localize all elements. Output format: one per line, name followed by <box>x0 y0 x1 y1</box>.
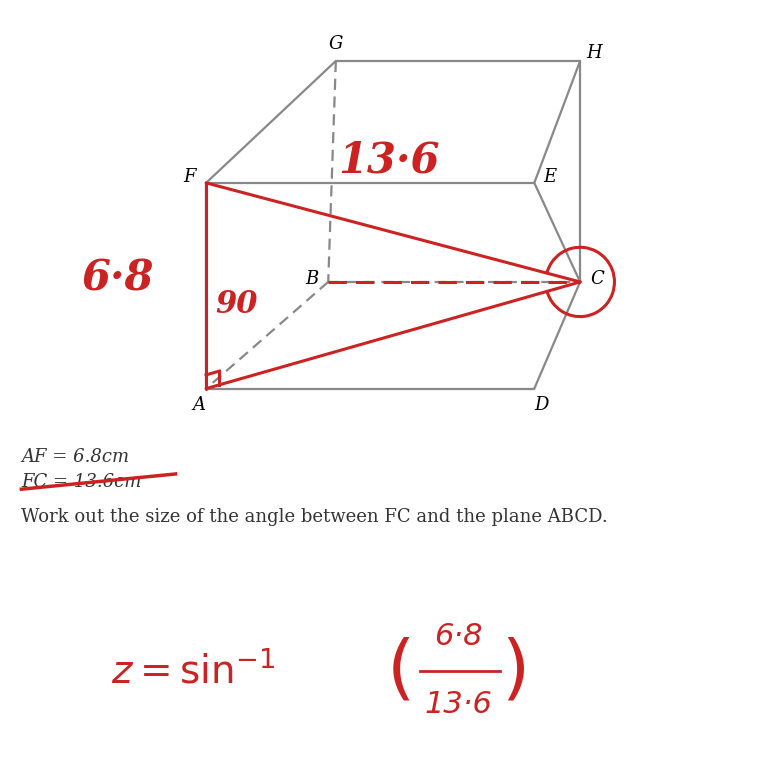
Text: 90: 90 <box>216 290 258 320</box>
Text: $z = \sin^{-1}$: $z = \sin^{-1}$ <box>111 651 275 690</box>
Text: 13·6: 13·6 <box>339 139 440 181</box>
Text: C: C <box>590 270 604 288</box>
Text: G: G <box>329 35 343 53</box>
Text: Work out the size of the angle between FC and the plane ABCD.: Work out the size of the angle between F… <box>22 507 608 526</box>
Text: (: ( <box>387 636 415 705</box>
Text: F: F <box>183 168 196 186</box>
Text: 6·8: 6·8 <box>434 622 482 651</box>
Text: 13·6: 13·6 <box>424 690 492 719</box>
Text: E: E <box>543 168 556 186</box>
Text: H: H <box>586 44 601 62</box>
Text: B: B <box>305 270 318 288</box>
Text: FC = 13.6cm: FC = 13.6cm <box>22 472 142 491</box>
Text: AF = 6.8cm: AF = 6.8cm <box>22 448 129 466</box>
Text: 6·8: 6·8 <box>82 257 155 299</box>
Text: ): ) <box>501 636 529 705</box>
Text: A: A <box>192 396 205 415</box>
Text: D: D <box>534 396 549 415</box>
